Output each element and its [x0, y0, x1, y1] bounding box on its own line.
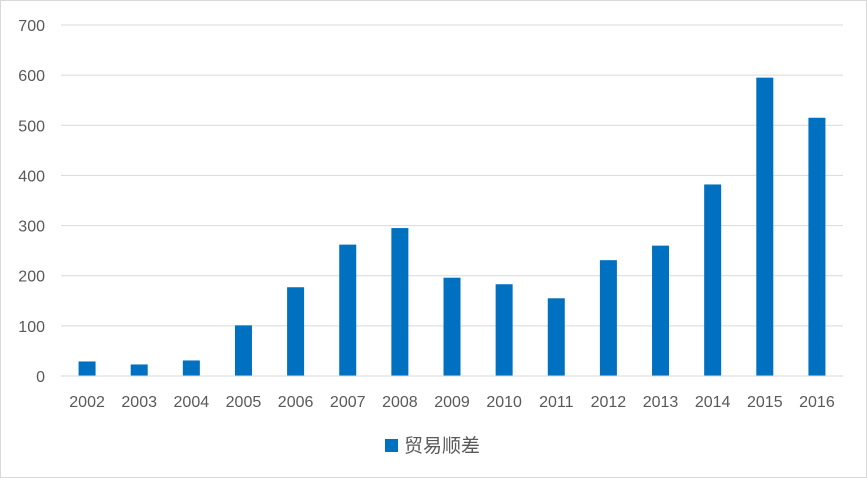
bar-2009: [443, 277, 461, 376]
bar-2003: [130, 364, 148, 376]
y-axis-tick-labels: 0 100 200 300 400 500 600 700: [18, 18, 45, 386]
x-tick-label: 2012: [591, 394, 627, 411]
bars: [78, 77, 826, 377]
y-tick-label: 100: [18, 319, 45, 336]
bar-2012: [599, 260, 617, 376]
x-tick-label: 2006: [278, 394, 314, 411]
legend-label: 贸易顺差: [404, 435, 480, 457]
y-tick-label: 500: [18, 118, 45, 135]
x-tick-label: 2013: [643, 394, 679, 411]
y-tick-label: 600: [18, 68, 45, 85]
x-tick-label: 2002: [69, 394, 105, 411]
bar-2010: [495, 284, 513, 376]
bar-2013: [652, 245, 670, 376]
bar-2014: [704, 184, 722, 376]
bar-2005: [234, 325, 252, 376]
x-tick-label: 2010: [486, 394, 522, 411]
y-tick-label: 0: [36, 369, 45, 386]
y-tick-label: 400: [18, 168, 45, 185]
x-tick-label: 2014: [695, 394, 731, 411]
gridlines: [61, 24, 843, 327]
y-tick-label: 700: [18, 18, 45, 35]
x-tick-label: 2016: [799, 394, 835, 411]
bar-2007: [339, 244, 357, 376]
x-tick-label: 2005: [226, 394, 262, 411]
bar-2016: [808, 117, 826, 376]
legend: 贸易顺差: [385, 435, 480, 457]
x-axis-tick-labels: 2002 2003 2004 2005 2006 2007 2008 2009 2010 2011…: [69, 394, 835, 411]
x-tick-label: 2004: [174, 394, 210, 411]
bar-2004: [182, 360, 200, 376]
x-tick-label: 2015: [747, 394, 783, 411]
bar-2011: [547, 298, 565, 376]
x-tick-label: 2009: [434, 394, 470, 411]
bar-2015: [756, 77, 774, 377]
x-tick-label: 2008: [382, 394, 418, 411]
x-tick-label: 2011: [539, 394, 574, 411]
bar-2002: [78, 361, 96, 376]
bar-2006: [287, 287, 305, 376]
bar-2008: [391, 228, 409, 376]
x-tick-label: 2007: [330, 394, 366, 411]
x-tick-label: 2003: [121, 394, 157, 411]
y-tick-label: 300: [18, 219, 45, 236]
legend-swatch: [385, 439, 398, 452]
y-tick-label: 200: [18, 269, 45, 286]
